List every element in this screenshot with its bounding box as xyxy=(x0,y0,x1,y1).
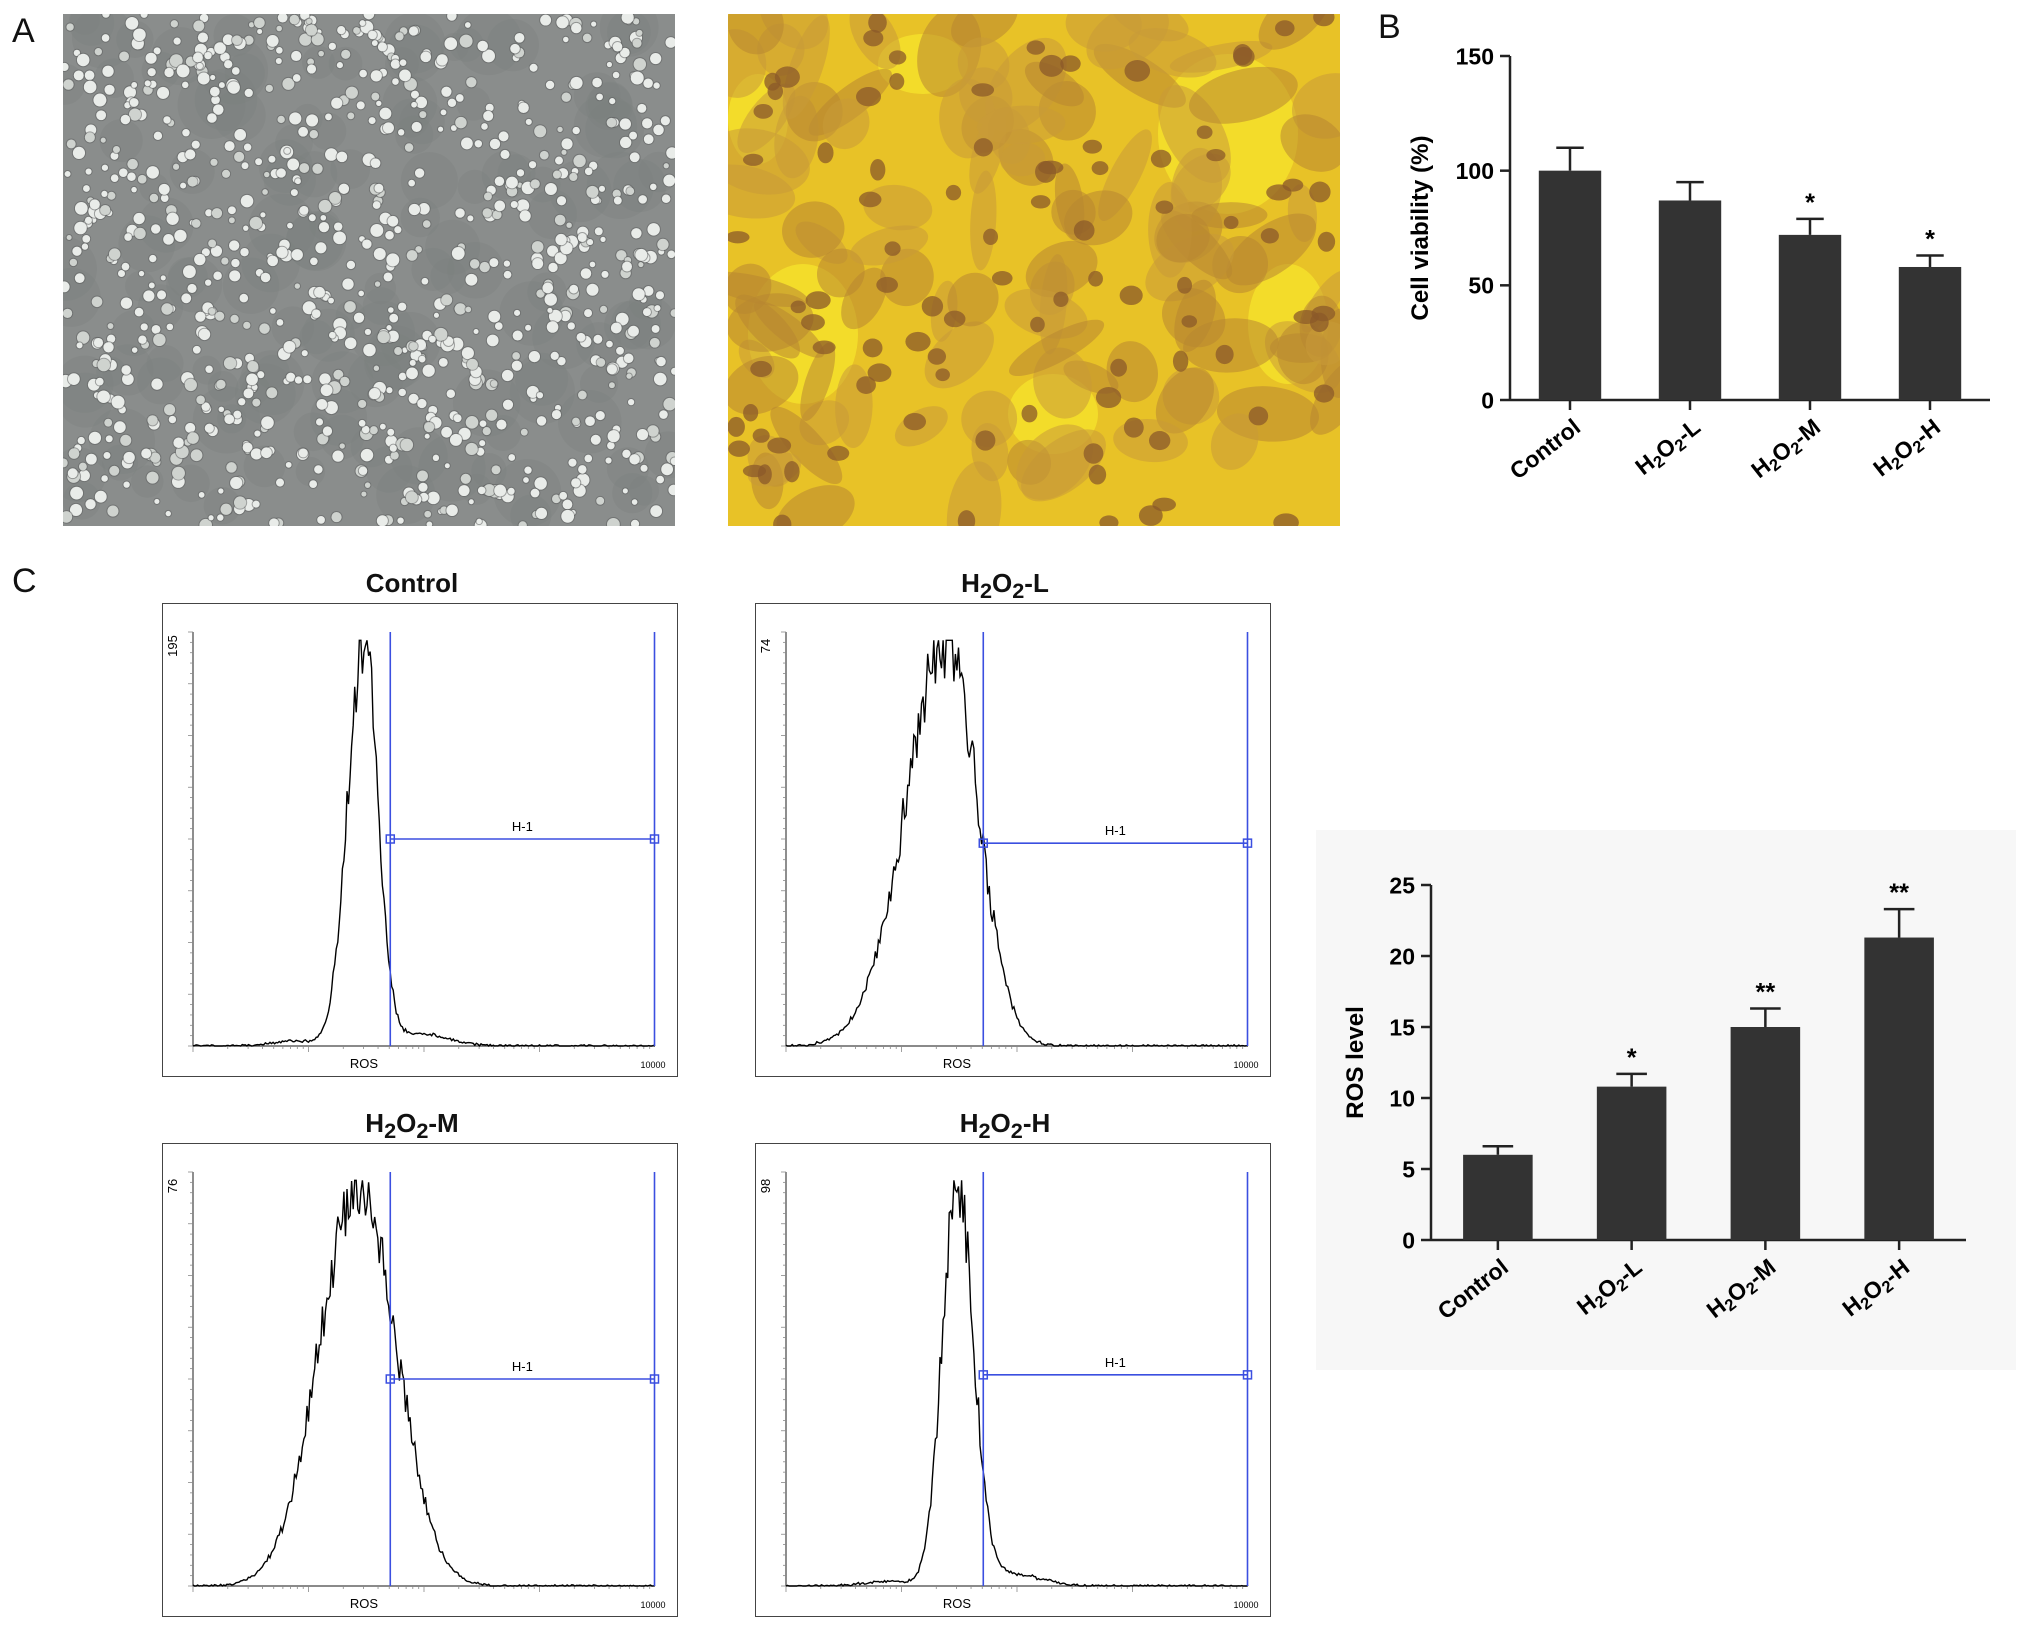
ros-significance-2: ** xyxy=(1756,979,1776,1007)
histogram-control-svg: 195 ROS 10000 H-1 xyxy=(165,631,666,1071)
viability-significance-3: * xyxy=(1925,226,1935,254)
stained-image xyxy=(728,14,1340,526)
histogram-h2o2-h: 98 ROS 10000 H-1 xyxy=(755,1143,1271,1617)
ros-level-chart-svg: 0 5 10 15 20 25 ROS level Control * H2​O2​-L ** H2​… xyxy=(1342,872,1966,1325)
hist-h-x-max-label: 10000 xyxy=(1233,1600,1258,1610)
hist-h-x-axis-label: ROS xyxy=(943,1596,972,1611)
stained-micrograph xyxy=(728,14,1340,526)
ros-category-label-1: H2​O2​-L xyxy=(1572,1253,1649,1322)
hist-h-gate-handle-left[interactable] xyxy=(978,1370,989,1380)
ros-significance-1: * xyxy=(1627,1044,1637,1072)
hist-h-trace xyxy=(785,1180,1249,1588)
hist-h-y-max-label: 98 xyxy=(758,1179,773,1193)
ros-y-tick-label-2: 10 xyxy=(1389,1085,1415,1111)
viability-y-tick-label-0: 0 xyxy=(1481,387,1494,413)
hist-m-x-axis-label: ROS xyxy=(350,1596,379,1611)
ros-bar-0 xyxy=(1463,1154,1533,1240)
hist-title-h2o2-m: H2O2-M xyxy=(365,1108,459,1144)
hist-m-gate-handle-right[interactable] xyxy=(649,1374,660,1384)
hist-l-gate-handle-left[interactable] xyxy=(978,838,989,848)
viability-y-tick-label-1: 50 xyxy=(1468,273,1494,299)
hist-title-control: Control xyxy=(365,568,459,598)
ros-category-label-3: H2​O2​-H xyxy=(1837,1253,1916,1323)
cell-viability-chart-svg: 0 50 100 150 Cell viability (%) Control H2​O2​… xyxy=(1407,43,1990,485)
viability-y-tick-label-3: 150 xyxy=(1456,43,1494,69)
hist-l-x-max-label: 10000 xyxy=(1233,1060,1258,1070)
stained-cells xyxy=(728,14,1340,526)
ros-y-tick-label-1: 5 xyxy=(1402,1156,1415,1182)
ros-y-tick-label-0: 0 xyxy=(1402,1227,1415,1253)
hist-control-gate-label: H-1 xyxy=(512,819,533,834)
viability-category-label-1: H2​O2​-L xyxy=(1630,413,1707,482)
hist-m-y-max-label: 76 xyxy=(165,1179,180,1193)
hist-control-trace xyxy=(192,639,656,1048)
hist-control-x-max-label: 10000 xyxy=(640,1060,665,1070)
histogram-h2o2-m-svg: 76 ROS 10000 H-1 xyxy=(165,1171,666,1611)
viability-bar-0 xyxy=(1538,170,1602,400)
ros-bar-1 xyxy=(1596,1086,1667,1240)
hist-m-trace xyxy=(192,1179,656,1587)
viability-bar-3 xyxy=(1898,266,1962,400)
histogram-control: 195 ROS 10000 H-1 xyxy=(162,603,678,1077)
hist-title-h2o2-l: H2O2-L xyxy=(961,568,1049,604)
viability-significance-2: * xyxy=(1805,189,1815,217)
hist-l-y-max-label: 74 xyxy=(758,639,773,653)
ros-y-axis-label: ROS level xyxy=(1342,1006,1369,1119)
panel-label-a: A xyxy=(12,12,35,50)
histogram-h2o2-l-svg: 74 ROS 10000 H-1 xyxy=(758,631,1259,1071)
hist-control-gate-handle-right[interactable] xyxy=(649,834,660,844)
phase-contrast-image xyxy=(63,14,675,526)
ros-bar-2 xyxy=(1730,1027,1801,1240)
hist-control-gate-handle-left[interactable] xyxy=(385,834,396,844)
hist-l-gate-handle-right[interactable] xyxy=(1242,838,1253,848)
hist-control-x-axis-label: ROS xyxy=(350,1056,379,1071)
viability-category-label-0: Control xyxy=(1505,413,1585,484)
hist-m-gate-handle-left[interactable] xyxy=(385,1374,396,1384)
histogram-h2o2-h-svg: 98 ROS 10000 H-1 xyxy=(758,1171,1259,1611)
hist-m-x-max-label: 10000 xyxy=(640,1600,665,1610)
viability-y-tick-label-2: 100 xyxy=(1456,158,1494,184)
ros-level-chart: 0 5 10 15 20 25 ROS level Control * H2​O2​-L ** H2​… xyxy=(1316,830,2016,1370)
phase-contrast-micrograph xyxy=(63,14,675,526)
viability-bar-1 xyxy=(1658,200,1722,400)
cell-viability-chart: 0 50 100 150 Cell viability (%) Control H2​O2​… xyxy=(1370,14,2025,534)
hist-l-trace xyxy=(785,639,1248,1047)
ros-y-tick-label-5: 25 xyxy=(1389,872,1415,898)
hist-control-y-max-label: 195 xyxy=(165,635,180,657)
panel-label-b: B xyxy=(1378,8,1401,46)
hist-l-gate-label: H-1 xyxy=(1105,823,1126,838)
histogram-h2o2-m: 76 ROS 10000 H-1 xyxy=(162,1143,678,1617)
hist-m-gate-label: H-1 xyxy=(512,1359,533,1374)
viability-category-label-2: H2​O2​-M xyxy=(1746,413,1827,485)
ros-category-label-0: Control xyxy=(1433,1253,1513,1324)
viability-bar-2 xyxy=(1778,234,1842,400)
hist-h-gate-handle-right[interactable] xyxy=(1242,1370,1253,1380)
panel-label-c: C xyxy=(12,562,37,600)
ros-significance-3: ** xyxy=(1889,879,1909,907)
ros-category-label-2: H2​O2​-M xyxy=(1702,1253,1783,1325)
hist-l-x-axis-label: ROS xyxy=(943,1056,972,1071)
hist-title-h2o2-h: H2O2-H xyxy=(959,1108,1051,1144)
ros-bar-3 xyxy=(1864,937,1934,1240)
ros-y-tick-label-4: 20 xyxy=(1389,943,1415,969)
phase-cells xyxy=(63,14,675,526)
histogram-h2o2-l: 74 ROS 10000 H-1 xyxy=(755,603,1271,1077)
ros-y-tick-label-3: 15 xyxy=(1389,1014,1415,1040)
viability-y-axis-label: Cell viability (%) xyxy=(1407,135,1434,320)
hist-h-gate-label: H-1 xyxy=(1105,1355,1126,1370)
viability-category-label-3: H2​O2​-H xyxy=(1868,413,1947,483)
